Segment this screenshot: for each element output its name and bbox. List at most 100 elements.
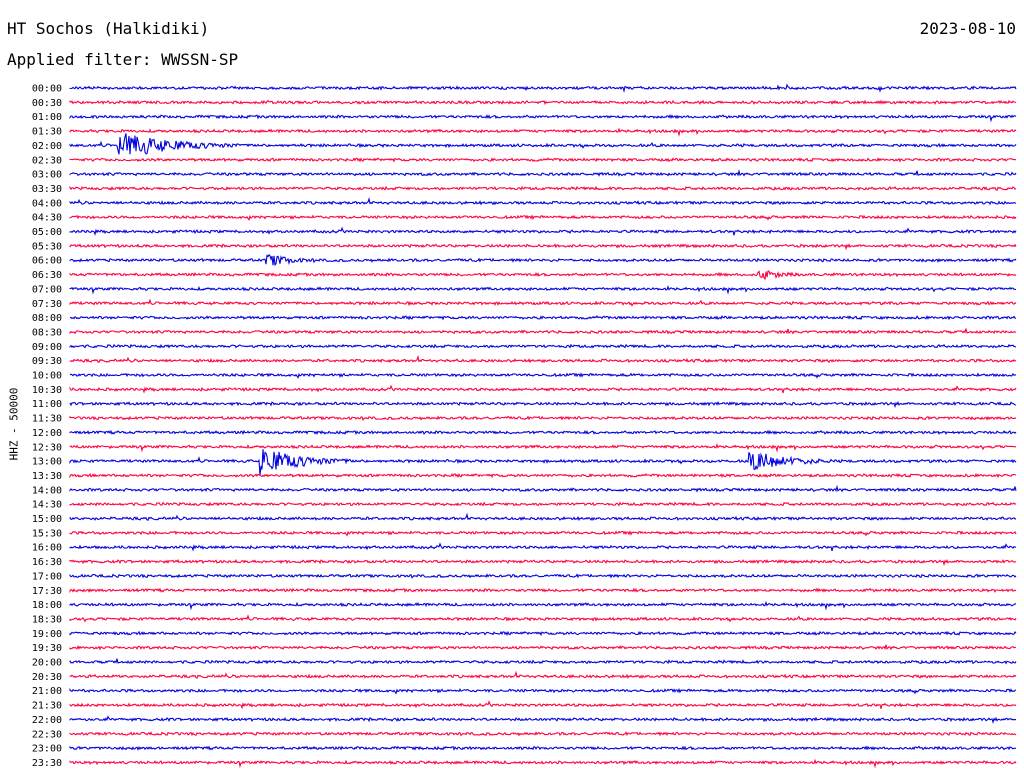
trace-line bbox=[69, 745, 1017, 751]
trace-line bbox=[69, 343, 1017, 349]
row-time-label: 21:00 bbox=[32, 686, 62, 697]
trace-line bbox=[69, 243, 1017, 251]
trace-line bbox=[69, 600, 1017, 611]
trace-line bbox=[69, 285, 1017, 295]
trace-line bbox=[69, 484, 1017, 493]
row-time-label: 04:30 bbox=[32, 213, 62, 224]
trace-line bbox=[69, 253, 1017, 267]
row-time-label: 13:30 bbox=[32, 471, 62, 482]
row-time-label: 12:00 bbox=[32, 428, 62, 439]
trace-line bbox=[69, 512, 1016, 522]
trace-line bbox=[69, 157, 1017, 163]
row-time-label: 11:00 bbox=[32, 399, 62, 410]
row-time-label: 16:30 bbox=[32, 557, 62, 568]
trace-line bbox=[69, 573, 1017, 579]
row-time-label: 18:30 bbox=[32, 614, 62, 625]
trace-line bbox=[69, 401, 1017, 409]
trace-line bbox=[69, 196, 1017, 206]
trace-line bbox=[69, 731, 1017, 737]
row-time-label: 09:00 bbox=[32, 342, 62, 353]
row-time-label: 05:30 bbox=[32, 241, 62, 252]
trace-line bbox=[69, 83, 1017, 94]
trace-line bbox=[69, 530, 1017, 537]
row-time-label: 06:00 bbox=[32, 256, 62, 267]
trace-line bbox=[69, 99, 1017, 106]
trace-line bbox=[69, 443, 1017, 453]
row-time-label: 23:00 bbox=[32, 744, 62, 755]
trace-line bbox=[69, 630, 1017, 637]
row-time-label: 17:30 bbox=[32, 586, 62, 597]
row-time-label: 08:00 bbox=[32, 313, 62, 324]
row-time-label: 12:30 bbox=[32, 442, 62, 453]
trace-line bbox=[69, 558, 1017, 567]
row-time-label: 15:30 bbox=[32, 528, 62, 539]
record-date: 2023-08-10 bbox=[919, 19, 1016, 38]
trace-line bbox=[69, 700, 1017, 710]
trace-line bbox=[69, 587, 1017, 594]
trace-line bbox=[69, 501, 1017, 507]
trace-line bbox=[69, 298, 1017, 307]
trace-line bbox=[69, 328, 1017, 335]
trace-line bbox=[69, 429, 1017, 436]
row-time-label: 23:30 bbox=[32, 758, 62, 769]
row-time-label: 14:30 bbox=[32, 500, 62, 511]
trace-line bbox=[69, 715, 1017, 724]
trace-line bbox=[69, 614, 1017, 623]
row-time-label: 16:00 bbox=[32, 543, 62, 554]
row-time-label: 04:00 bbox=[32, 198, 62, 209]
row-time-label: 08:30 bbox=[32, 327, 62, 338]
trace-line bbox=[69, 542, 1017, 552]
row-time-label: 02:00 bbox=[32, 141, 62, 152]
row-time-label: 22:30 bbox=[32, 729, 62, 740]
trace-line bbox=[69, 687, 1017, 695]
trace-line bbox=[69, 270, 1017, 281]
row-time-label: 10:00 bbox=[32, 371, 62, 382]
trace-line bbox=[69, 472, 1017, 479]
trace-line bbox=[69, 758, 1017, 769]
row-time-label: 19:30 bbox=[32, 643, 62, 654]
row-time-label: 00:30 bbox=[32, 98, 62, 109]
row-time-label: 15:00 bbox=[32, 514, 62, 525]
row-time-label: 01:00 bbox=[32, 112, 62, 123]
row-time-label: 20:30 bbox=[32, 672, 62, 683]
row-time-label: 06:30 bbox=[32, 270, 62, 281]
trace-line bbox=[69, 354, 1017, 364]
row-time-label: 10:30 bbox=[32, 385, 62, 396]
trace-line bbox=[69, 315, 1017, 321]
row-time-label: 17:00 bbox=[32, 571, 62, 582]
trace-line bbox=[69, 449, 1017, 476]
trace-line bbox=[69, 670, 1017, 679]
trace-line bbox=[69, 169, 1017, 177]
trace-line bbox=[69, 113, 1017, 123]
trace-line bbox=[69, 133, 1017, 155]
row-time-label: 13:00 bbox=[32, 457, 62, 468]
trace-line bbox=[69, 214, 1017, 221]
row-time-label: 00:00 bbox=[32, 84, 62, 95]
row-time-label: 03:30 bbox=[32, 184, 62, 195]
trace-line bbox=[69, 226, 1017, 236]
row-time-label: 21:30 bbox=[32, 701, 62, 712]
row-time-label: 14:00 bbox=[32, 485, 62, 496]
row-time-label: 09:30 bbox=[32, 356, 62, 367]
trace-line bbox=[69, 415, 1017, 421]
row-time-label: 20:00 bbox=[32, 658, 62, 669]
trace-line bbox=[69, 127, 1017, 137]
row-time-label: 03:00 bbox=[32, 170, 62, 181]
station-title: HT Sochos (Halkidiki) bbox=[7, 19, 210, 38]
trace-line bbox=[69, 185, 1017, 192]
trace-line bbox=[69, 644, 1017, 651]
row-time-label: 18:00 bbox=[32, 600, 62, 611]
filter-label: Applied filter: WWSSN-SP bbox=[7, 50, 239, 69]
trace-line bbox=[69, 384, 1017, 394]
row-time-label: 07:30 bbox=[32, 299, 62, 310]
row-time-label: 22:00 bbox=[32, 715, 62, 726]
row-time-label: 05:00 bbox=[32, 227, 62, 238]
trace-line bbox=[69, 658, 1017, 665]
row-time-label: 11:30 bbox=[32, 414, 62, 425]
row-time-label: 01:30 bbox=[32, 127, 62, 138]
row-time-label: 19:00 bbox=[32, 629, 62, 640]
trace-line bbox=[69, 372, 1016, 379]
row-time-label: 02:30 bbox=[32, 155, 62, 166]
row-time-label: 07:00 bbox=[32, 284, 62, 295]
